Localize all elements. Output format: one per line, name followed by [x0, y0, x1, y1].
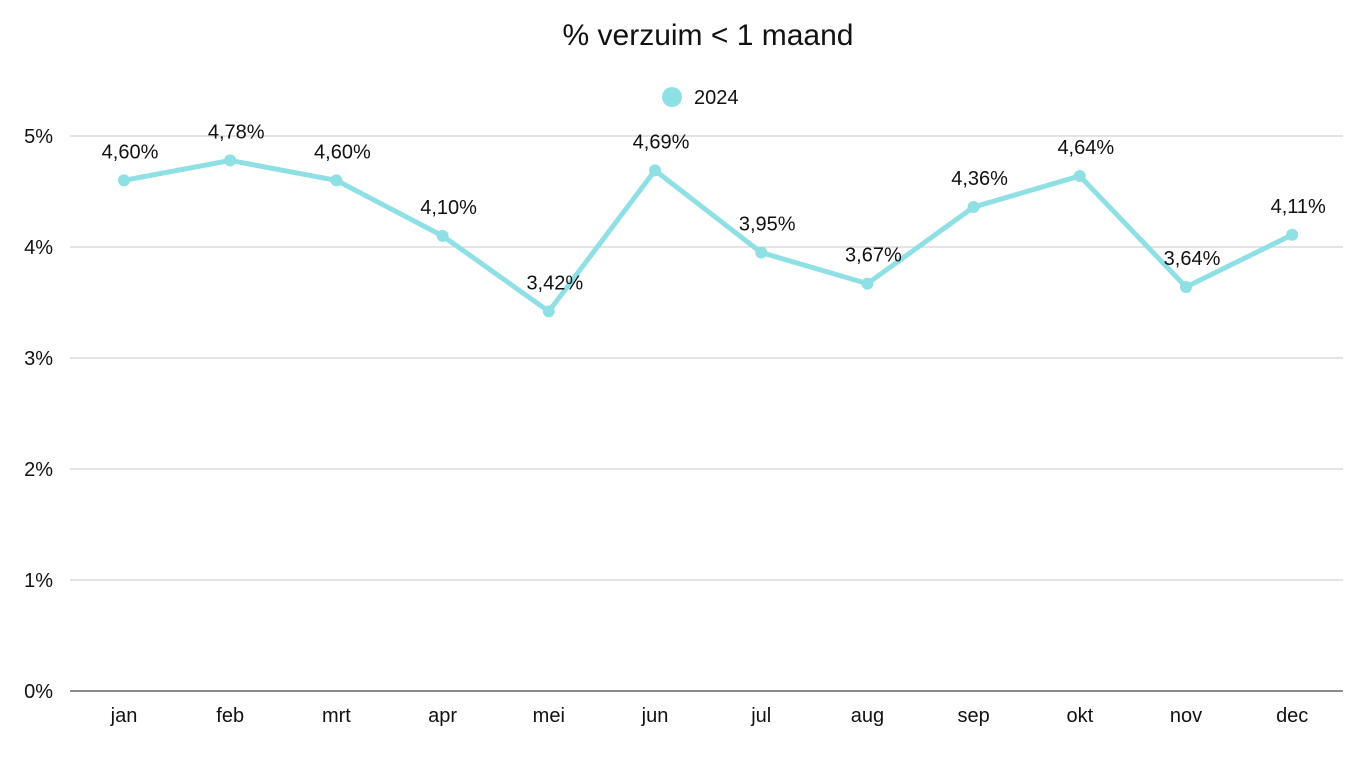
data-label: 4,64% [1057, 137, 1114, 159]
x-axis: jan feb mrt apr mei jun jul aug sep okt nov dec [70, 690, 1343, 727]
legend-marker-2024 [662, 87, 682, 107]
data-label: 3,67% [845, 245, 902, 267]
data-label: 3,42% [526, 272, 583, 294]
x-tick-label: nov [1170, 705, 1202, 727]
data-point [1286, 228, 1299, 241]
data-point [436, 229, 449, 242]
gridlines [70, 135, 1343, 581]
x-tick-label: mei [533, 705, 565, 727]
data-point [967, 201, 980, 214]
data-label: 3,64% [1164, 248, 1221, 270]
x-tick-label: jan [110, 705, 138, 727]
data-point [330, 174, 343, 187]
data-point [649, 164, 661, 177]
x-tick-label: apr [428, 705, 457, 727]
data-point [861, 277, 874, 290]
x-tick-label: okt [1066, 705, 1093, 727]
data-label: 4,10% [420, 197, 477, 219]
data-label: 4,69% [633, 131, 690, 153]
y-tick-label: 1% [24, 570, 53, 592]
x-tick-label: jul [750, 705, 771, 727]
data-label: 4,60% [314, 141, 371, 163]
data-labels: 4,60% 4,78% 4,60% 4,10% 3,42% 4,69% 3,95% 3,67%… [102, 121, 1326, 294]
y-tick-label: 0% [24, 681, 53, 703]
data-point [224, 154, 237, 167]
x-tick-label: feb [216, 705, 244, 727]
x-tick-label: dec [1276, 705, 1308, 727]
series-2024 [118, 154, 1299, 318]
y-tick-label: 4% [24, 237, 53, 259]
data-point [542, 305, 555, 318]
data-point [1180, 280, 1192, 293]
y-tick-label: 5% [24, 126, 53, 148]
data-label: 4,36% [951, 168, 1008, 190]
x-tick-label: sep [957, 705, 989, 727]
x-tick-label: mrt [322, 705, 351, 727]
data-label: 4,60% [102, 141, 159, 163]
chart-title: % verzuim < 1 maand [563, 19, 854, 52]
y-axis: 0% 1% 2% 3% 4% 5% [24, 126, 53, 703]
y-tick-label: 3% [24, 348, 53, 370]
legend: 2024 [662, 87, 739, 109]
series-line [121, 157, 1295, 314]
data-point [1073, 169, 1086, 182]
data-label: 4,11% [1271, 196, 1326, 218]
data-point [755, 246, 768, 259]
y-tick-label: 2% [24, 459, 53, 481]
x-tick-label: jun [641, 705, 669, 727]
data-label: 3,95% [739, 214, 796, 236]
data-point [118, 174, 130, 187]
legend-label-2024: 2024 [694, 87, 739, 109]
data-label: 4,78% [208, 121, 265, 143]
x-tick-label: aug [851, 705, 884, 727]
